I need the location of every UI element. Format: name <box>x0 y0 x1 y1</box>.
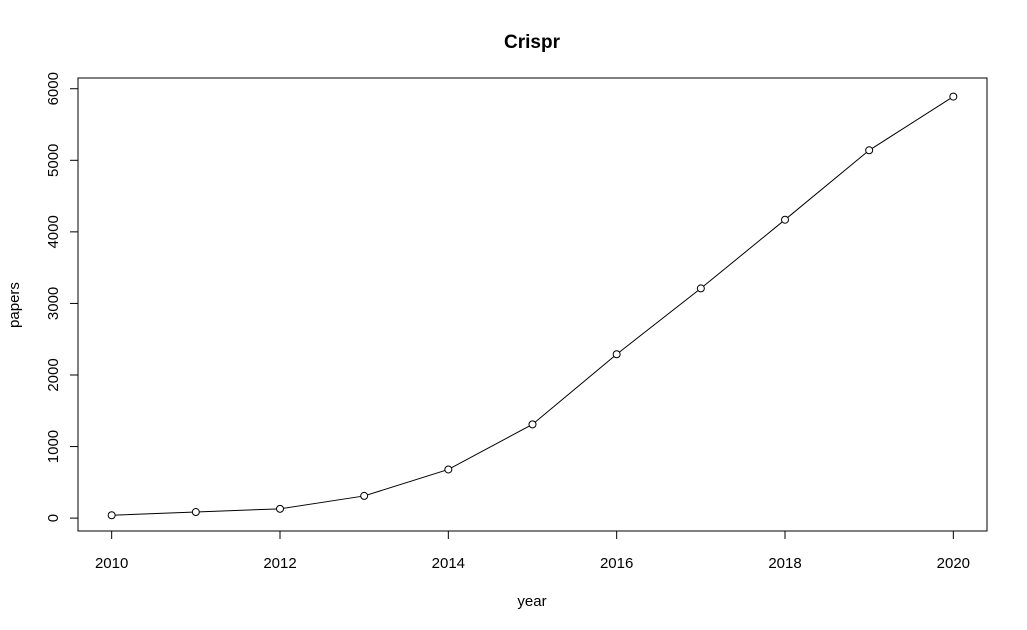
data-point <box>781 215 789 224</box>
data-point <box>276 504 284 513</box>
y-tick-label: 3000 <box>45 287 62 320</box>
y-axis-label: papers <box>6 282 23 328</box>
x-tick-label: 2018 <box>768 555 801 572</box>
y-axis: 0 1000 2000 3000 4000 5000 6000 <box>45 72 79 522</box>
data-point <box>949 92 958 101</box>
data-point <box>528 420 537 429</box>
y-tick-label: 4000 <box>45 215 62 248</box>
plot-frame <box>77 77 988 532</box>
series-line <box>111 96 954 516</box>
data-point <box>696 284 705 293</box>
data-point <box>865 146 874 155</box>
data-point <box>444 465 453 474</box>
x-tick-label: 2020 <box>937 555 970 572</box>
x-axis: 2010 2012 2014 2016 2018 2020 <box>95 530 970 572</box>
y-tick-label: 1000 <box>45 430 62 463</box>
chart-title: Crispr <box>504 32 561 53</box>
data-point <box>612 350 621 359</box>
series-group <box>107 92 958 520</box>
x-axis-label: year <box>517 593 546 610</box>
data-point <box>360 491 369 500</box>
y-tick-label: 6000 <box>45 72 62 105</box>
y-tick-label: 0 <box>45 514 62 522</box>
data-point <box>191 508 200 517</box>
x-tick-label: 2010 <box>95 555 128 572</box>
y-tick-label: 5000 <box>45 144 62 177</box>
x-tick-label: 2014 <box>432 555 465 572</box>
data-point <box>107 511 116 520</box>
y-tick-label: 2000 <box>45 358 62 391</box>
x-tick-label: 2016 <box>600 555 633 572</box>
x-tick-label: 2012 <box>263 555 296 572</box>
